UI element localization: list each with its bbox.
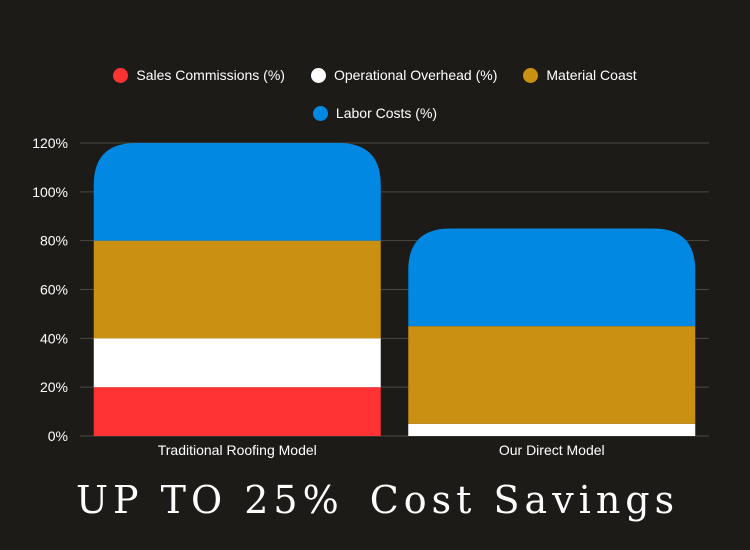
legend-dot-icon (310, 67, 326, 83)
bar-segment (408, 423, 696, 436)
legend-label: Operational Overhead (%) (333, 67, 498, 83)
y-tick-label: 20% (40, 379, 68, 395)
bar-segment (408, 326, 696, 424)
y-tick-label: 40% (40, 330, 68, 346)
legend-dot-icon (523, 67, 539, 83)
legend-label: Labor Costs (%) (335, 105, 438, 121)
y-tick-label: 60% (40, 282, 68, 298)
legend-label: Sales Commissions (%) (136, 67, 285, 83)
legend-item-sales-commissions[interactable]: Sales Commissions (%) (113, 67, 285, 83)
y-tick-label: 100% (32, 184, 68, 200)
bar-segment (408, 228, 696, 327)
legend-row-2: Labor Costs (%) (0, 105, 750, 121)
bar-segment (93, 143, 381, 241)
legend-dot-icon (113, 67, 129, 83)
y-tick-label: 120% (32, 135, 68, 151)
headline-savings-amount: UP TO 25% (76, 478, 344, 522)
footer-headline: UP TO 25% Cost Savings (76, 478, 679, 522)
bar-segment (93, 387, 381, 436)
legend-item-material-coast[interactable]: Material Coast (523, 67, 637, 83)
legend-item-labor-costs[interactable]: Labor Costs (%) (312, 105, 438, 121)
legend-row-1: Sales Commissions (%) Operational Overhe… (0, 67, 750, 83)
legend-dot-icon (312, 105, 328, 121)
headline-cost-savings: Cost Savings (369, 478, 680, 522)
stacked-bar-chart: 0% 20% 40% 60% 80% 100% 120% Traditional Roofin… (32, 135, 709, 458)
legend-item-operational-overhead[interactable]: Operational Overhead (%) (310, 67, 498, 83)
bar-segment (93, 240, 381, 339)
y-tick-label: 80% (40, 233, 68, 249)
bar-segment (93, 338, 381, 388)
legend-label: Material Coast (546, 67, 637, 83)
y-tick-label: 0% (48, 428, 68, 444)
x-tick-label: Our Direct Model (499, 442, 605, 458)
x-tick-label: Traditional Roofing Model (158, 442, 317, 458)
